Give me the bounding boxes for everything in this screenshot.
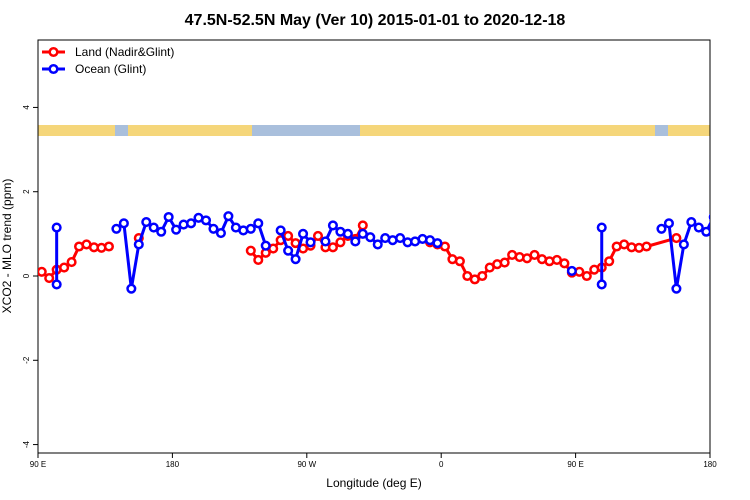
data-point-land xyxy=(335,237,346,248)
data-point-ocean xyxy=(200,215,212,226)
x-tick-label: 0 xyxy=(439,460,444,469)
y-tick-label: 0 xyxy=(22,273,31,278)
data-point-ocean xyxy=(163,211,174,223)
data-point-ocean xyxy=(208,223,219,234)
data-point-land xyxy=(245,245,256,256)
data-point-land xyxy=(529,249,540,260)
data-point-land xyxy=(253,254,264,266)
data-point-land xyxy=(44,273,55,284)
legend-label-land: Land (Nadir&Glint) xyxy=(75,45,174,59)
data-point-land xyxy=(59,262,70,273)
data-point-ocean xyxy=(678,239,689,250)
y-tick-label: -4 xyxy=(22,440,31,448)
data-point-ocean xyxy=(693,222,704,233)
data-point-ocean xyxy=(596,222,607,233)
data-point-ocean xyxy=(156,226,167,237)
y-tick-label: 4 xyxy=(22,105,31,110)
map-land-block xyxy=(128,125,252,136)
data-point-ocean xyxy=(298,228,309,239)
map-land-block xyxy=(38,125,115,136)
data-point-land xyxy=(103,241,114,252)
data-point-land xyxy=(327,242,338,253)
map-strip xyxy=(38,125,710,136)
data-point-ocean xyxy=(342,228,353,239)
data-point-ocean xyxy=(432,238,443,249)
data-point-land xyxy=(499,257,510,268)
data-point-land xyxy=(581,270,592,282)
data-point-land xyxy=(38,266,47,277)
data-point-ocean xyxy=(51,222,62,233)
x-axis: 90 E 180 90 W 0 90 E 180 xyxy=(30,453,717,469)
data-point-ocean xyxy=(395,233,406,244)
legend-item-ocean: Ocean (Glint) xyxy=(42,62,146,76)
data-point-land xyxy=(454,256,465,267)
map-land-block xyxy=(668,125,710,136)
chart-title: 47.5N-52.5N May (Ver 10) 2015-01-01 to 2… xyxy=(185,12,566,29)
data-point-ocean xyxy=(253,218,264,229)
data-point-ocean xyxy=(133,239,144,250)
data-point-ocean xyxy=(717,226,725,234)
map-land-block xyxy=(360,125,655,136)
legend: Land (Nadir&Glint) Ocean (Glint) xyxy=(42,45,174,76)
data-point-ocean xyxy=(111,223,122,234)
data-point-ocean xyxy=(141,217,152,228)
plot-frame xyxy=(37,39,711,454)
data-point-ocean xyxy=(245,223,256,234)
data-point-ocean xyxy=(656,223,667,234)
data-point-ocean xyxy=(708,213,710,221)
x-tick-label: 90 W xyxy=(297,460,316,469)
x-tick-label: 180 xyxy=(703,460,717,469)
data-point-ocean xyxy=(686,217,697,228)
data-point-ocean xyxy=(118,218,129,229)
data-point-ocean xyxy=(260,240,271,251)
map-strip-land xyxy=(38,125,710,136)
series-layer xyxy=(38,211,725,294)
data-point-ocean xyxy=(350,236,361,247)
x-axis-label: Longitude (deg E) xyxy=(326,476,421,490)
series-land xyxy=(38,220,682,285)
data-point-ocean xyxy=(327,220,338,231)
legend-marker-land xyxy=(48,46,59,58)
legend-item-land: Land (Nadir&Glint) xyxy=(42,45,174,59)
data-point-ocean xyxy=(372,239,383,250)
data-point-land xyxy=(671,233,682,244)
y-tick-label: -2 xyxy=(22,356,31,364)
data-point-ocean xyxy=(671,283,682,294)
data-point-ocean xyxy=(275,225,286,236)
series-ocean xyxy=(51,211,725,294)
data-point-land xyxy=(477,270,488,282)
data-point-ocean xyxy=(663,218,674,229)
data-point-ocean xyxy=(126,283,137,294)
legend-marker-ocean xyxy=(48,63,59,75)
data-point-ocean xyxy=(223,211,234,222)
data-point-land xyxy=(604,256,615,267)
data-point-ocean xyxy=(596,279,607,290)
data-point-ocean xyxy=(566,265,577,276)
data-point-ocean xyxy=(365,232,376,243)
data-point-ocean xyxy=(215,227,226,239)
data-point-land xyxy=(641,241,652,252)
y-tick-label: 2 xyxy=(22,189,31,194)
data-point-ocean xyxy=(305,237,316,248)
data-point-land xyxy=(559,258,570,269)
legend-label-ocean: Ocean (Glint) xyxy=(75,62,146,76)
data-point-ocean xyxy=(148,222,159,233)
data-point-land xyxy=(357,220,368,231)
x-tick-label: 90 E xyxy=(30,460,46,469)
data-point-ocean xyxy=(283,245,294,256)
data-point-land xyxy=(283,230,294,242)
data-point-ocean xyxy=(51,279,62,290)
data-point-ocean xyxy=(171,224,182,235)
data-point-ocean xyxy=(186,218,197,229)
x-tick-label: 180 xyxy=(166,460,180,469)
data-point-ocean xyxy=(320,236,331,247)
data-point-land xyxy=(66,257,77,268)
x-tick-label: 90 E xyxy=(567,460,583,469)
data-point-land xyxy=(312,230,324,242)
data-point-ocean xyxy=(290,254,301,265)
y-axis-label: XCO2 - MLO trend (ppm) xyxy=(0,179,14,314)
y-axis: -4 -2 0 2 4 xyxy=(22,105,38,448)
data-point-ocean xyxy=(701,226,710,237)
